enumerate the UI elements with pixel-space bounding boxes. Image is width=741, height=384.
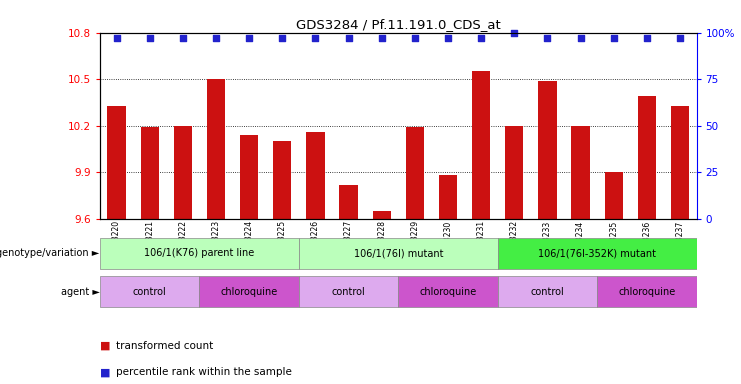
Bar	[498, 276, 597, 307]
Point	[243, 35, 255, 41]
Bar	[373, 211, 391, 219]
Bar	[538, 81, 556, 219]
Bar	[406, 127, 424, 219]
Text: ■: ■	[100, 367, 110, 377]
Point	[641, 35, 653, 41]
Point	[409, 35, 421, 41]
Bar	[299, 238, 498, 269]
Text: control: control	[133, 287, 167, 297]
Point	[674, 35, 686, 41]
Point	[210, 35, 222, 41]
Point	[376, 35, 388, 41]
Bar	[605, 172, 622, 219]
Bar	[505, 126, 523, 219]
Bar	[299, 276, 399, 307]
Bar	[141, 127, 159, 219]
Bar	[207, 79, 225, 219]
Bar	[174, 126, 192, 219]
Point	[110, 35, 122, 41]
Point	[574, 35, 586, 41]
Bar	[100, 276, 199, 307]
Bar	[571, 126, 590, 219]
Text: 106/1(K76) parent line: 106/1(K76) parent line	[144, 248, 255, 258]
Text: 106/1(76I-352K) mutant: 106/1(76I-352K) mutant	[538, 248, 656, 258]
Title: GDS3284 / Pf.11.191.0_CDS_at: GDS3284 / Pf.11.191.0_CDS_at	[296, 18, 501, 31]
Bar	[100, 238, 299, 269]
Text: chloroquine: chloroquine	[419, 287, 476, 297]
Bar	[107, 106, 126, 219]
Bar	[472, 71, 491, 219]
Bar	[597, 276, 697, 307]
Point	[342, 35, 354, 41]
Text: ■: ■	[100, 341, 110, 351]
Point	[276, 35, 288, 41]
Bar	[439, 175, 457, 219]
Bar	[399, 276, 498, 307]
Text: 106/1(76I) mutant: 106/1(76I) mutant	[353, 248, 443, 258]
Bar	[273, 141, 291, 219]
Point	[508, 30, 520, 36]
Bar	[671, 106, 689, 219]
Bar	[498, 238, 697, 269]
Text: agent ►: agent ►	[61, 287, 100, 297]
Point	[608, 35, 619, 41]
Text: control: control	[531, 287, 565, 297]
Bar	[306, 132, 325, 219]
Text: genotype/variation ►: genotype/variation ►	[0, 248, 100, 258]
Text: chloroquine: chloroquine	[618, 287, 676, 297]
Point	[542, 35, 554, 41]
Point	[177, 35, 189, 41]
Point	[144, 35, 156, 41]
Point	[442, 35, 454, 41]
Bar	[199, 276, 299, 307]
Text: transformed count: transformed count	[116, 341, 213, 351]
Text: chloroquine: chloroquine	[221, 287, 278, 297]
Point	[475, 35, 487, 41]
Text: control: control	[332, 287, 365, 297]
Point	[310, 35, 322, 41]
Bar	[638, 96, 656, 219]
Text: percentile rank within the sample: percentile rank within the sample	[116, 367, 292, 377]
Bar	[240, 135, 259, 219]
Bar	[339, 185, 358, 219]
